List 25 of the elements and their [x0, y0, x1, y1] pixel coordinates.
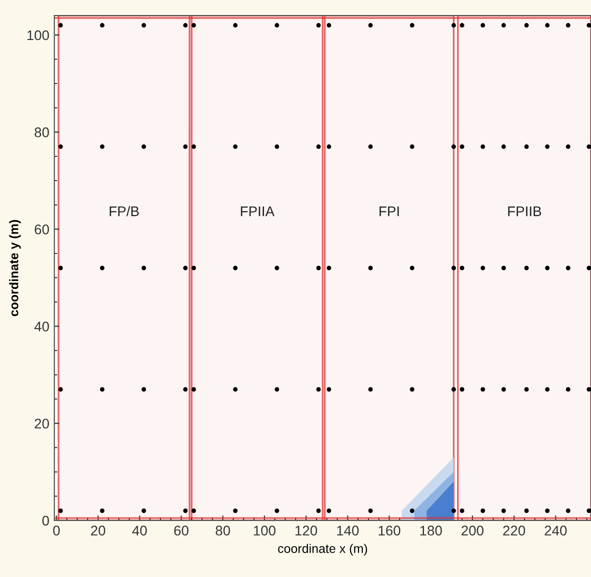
x-tick-label: 20	[91, 526, 106, 536]
x-tick-label: 120	[296, 526, 318, 536]
x-tick-label: 140	[337, 526, 359, 536]
x-tick-label: 220	[503, 526, 526, 536]
band-label: FP/B	[110, 206, 139, 216]
band-label: FPIIA	[240, 206, 275, 216]
x-tick-label: 40	[132, 526, 147, 536]
y-tick-label: 0	[42, 516, 49, 526]
x-axis-title: coordinate x (m)	[278, 544, 368, 556]
x-tick-label: 200	[462, 526, 484, 536]
x-tick-label: 160	[378, 526, 400, 536]
band-label: FPIIB	[508, 206, 542, 216]
x-tick-label: 240	[544, 526, 567, 536]
x-tick-label: 100	[254, 526, 276, 536]
y-tick-label: 100	[27, 30, 49, 40]
y-tick-label: 80	[34, 127, 49, 138]
x-tick-label: 180	[420, 526, 442, 536]
y-tick-label: 60	[34, 224, 49, 234]
y-tick-label: 40	[34, 322, 49, 332]
x-tick-label: 0	[53, 526, 60, 536]
y-tick-label: 20	[34, 418, 49, 429]
y-axis-title: coordinate y (m)	[9, 220, 21, 316]
band-label: FPI	[380, 206, 399, 216]
x-tick-label: 80	[216, 526, 230, 536]
x-tick-label: 60	[174, 526, 188, 536]
